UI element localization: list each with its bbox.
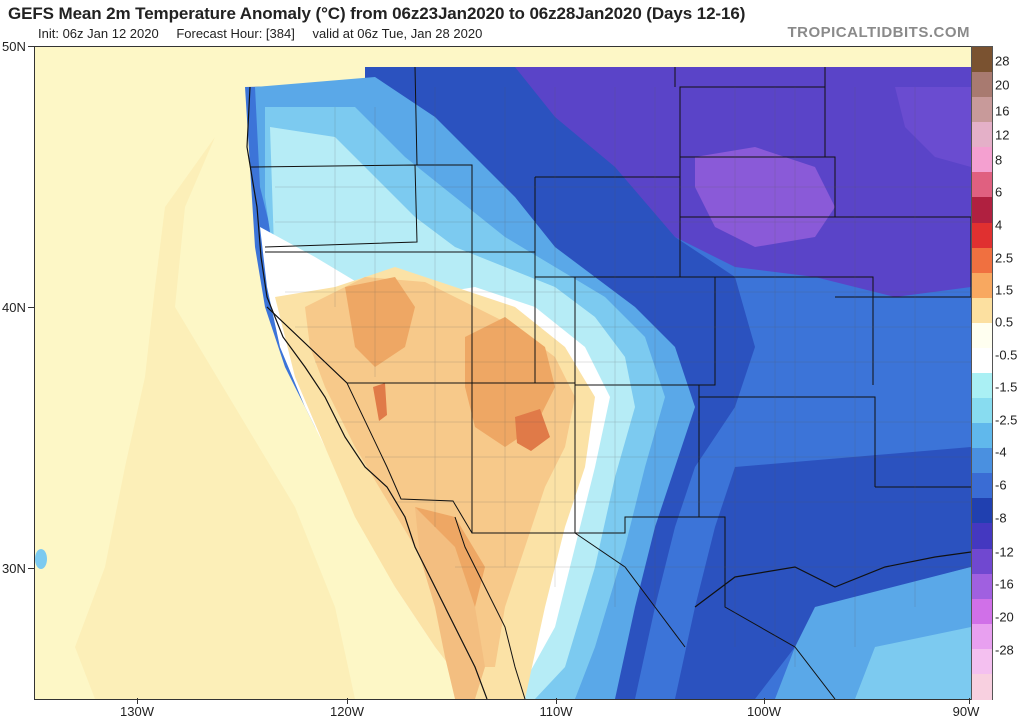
colorbar-segment (972, 322, 992, 349)
colorbar-segment (972, 398, 992, 425)
gulf-cold (675, 447, 971, 699)
lon-tick-100 (764, 698, 765, 704)
lat-label-30: 30N (2, 561, 26, 576)
colorbar-label: 20 (995, 77, 1010, 93)
lon-tick-90 (969, 698, 970, 704)
colorbar-label: 16 (995, 103, 1010, 119)
lon-label-120: 120W (330, 704, 364, 719)
warm-strong-sw (345, 277, 555, 607)
lon-label-130: 130W (120, 704, 154, 719)
colorbar-segment (972, 247, 992, 274)
cool-spot-south (567, 576, 583, 588)
colorbar-segment (972, 72, 992, 99)
colorbar-label: 28 (995, 53, 1010, 69)
colorbar-label: -4 (995, 444, 1007, 460)
lat-label-40: 40N (2, 300, 26, 315)
gulf-light (855, 627, 971, 699)
lon-label-100: 100W (747, 704, 781, 719)
colorbar-segment (972, 147, 992, 174)
lat-tick-40 (28, 307, 34, 308)
colorbar-segment (972, 498, 992, 525)
colorbar-segment (972, 222, 992, 249)
colorbar-segment (972, 97, 992, 124)
colorbar-label: -12 (995, 544, 1014, 560)
lon-label-110: 110W (539, 704, 573, 719)
init-time: Init: 06z Jan 12 2020 (38, 26, 159, 41)
county-lines (275, 87, 971, 667)
lon-tick-110 (556, 698, 557, 704)
gulf-coastline (694, 551, 971, 608)
colorbar-label: -1.5 (995, 379, 1018, 395)
lon-tick-130 (137, 698, 138, 704)
west-coastline (246, 86, 488, 699)
colorbar-segment (972, 623, 992, 650)
colorbar-segment (972, 548, 992, 575)
colorbar-label: 0.5 (995, 314, 1014, 330)
lat-tick-30 (28, 568, 34, 569)
colorbar-segment (972, 172, 992, 199)
colorbar-label: -16 (995, 576, 1014, 592)
colorbar-segment (972, 448, 992, 475)
lat-label-50: 50N (2, 39, 26, 54)
colorbar-segment (972, 347, 992, 374)
colorbar-segment (972, 197, 992, 224)
warm-max-spot (373, 383, 550, 451)
colorbar-segment (972, 47, 992, 73)
colorbar-segment (972, 473, 992, 500)
colorbar-segment (972, 272, 992, 299)
offshore-pale-region (75, 137, 355, 699)
colorbar (971, 46, 993, 700)
anomaly-map (34, 46, 972, 700)
colorbar-segment (972, 373, 992, 399)
colorbar-segment (972, 523, 992, 550)
forecast-hour: Forecast Hour: [384] (176, 26, 295, 41)
colorbar-label: 2.5 (995, 250, 1014, 266)
colorbar-label: -8 (995, 510, 1007, 526)
colorbar-label: 4 (995, 217, 1003, 233)
map-title: GEFS Mean 2m Temperature Anomaly (°C) fr… (8, 4, 746, 23)
colorbar-segment (972, 673, 992, 700)
colorbar-segment (972, 573, 992, 600)
subtitle-row: Init: 06z Jan 12 2020 Forecast Hour: [38… (38, 26, 496, 41)
extreme-cold-core (695, 147, 835, 247)
colorbar-label: -28 (995, 642, 1014, 658)
very-cold-ne (895, 87, 971, 167)
lon-label-90: 90W (952, 704, 980, 719)
lat-tick-50 (28, 46, 34, 47)
state-borders (249, 66, 971, 699)
colorbar-label: -6 (995, 477, 1007, 493)
colorbar-segment (972, 297, 992, 324)
map-canvas (35, 47, 971, 699)
baja-coastline (454, 516, 526, 699)
colorbar-label: 8 (995, 152, 1003, 168)
colorbar-label: -0.5 (995, 347, 1018, 363)
colorbar-segment (972, 423, 992, 450)
colorbar-label: -20 (995, 609, 1014, 625)
colorbar-label: 12 (995, 127, 1010, 143)
colorbar-label: -2.5 (995, 412, 1018, 428)
cool-spot-pacific (35, 549, 47, 569)
colorbar-label: 1.5 (995, 282, 1014, 298)
brand-watermark: TROPICALTIDBITS.COM (787, 24, 970, 41)
colorbar-segment (972, 648, 992, 675)
colorbar-label: 6 (995, 184, 1003, 200)
colorbar-segment (972, 122, 992, 149)
valid-time: valid at 06z Tue, Jan 28 2020 (312, 26, 483, 41)
lon-tick-120 (347, 698, 348, 704)
colorbar-segment (972, 598, 992, 625)
